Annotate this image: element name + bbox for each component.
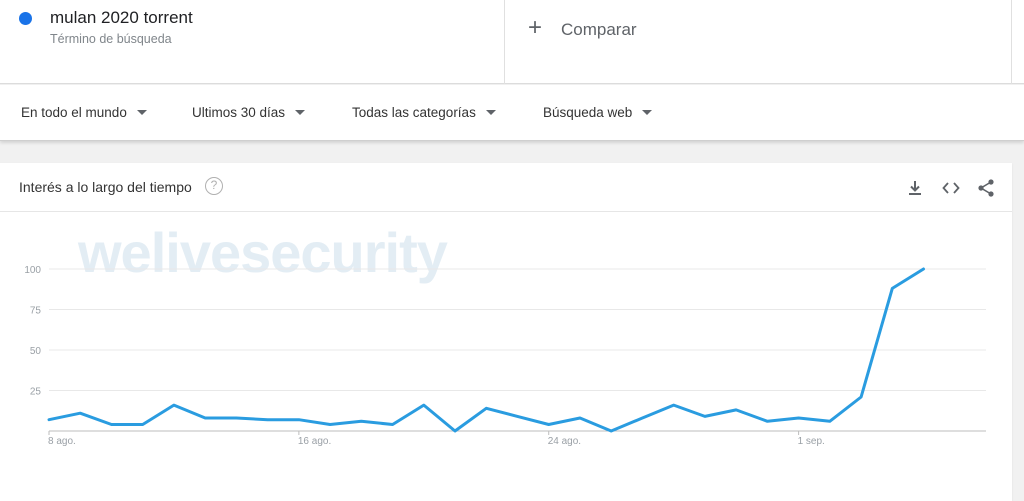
plus-icon: + xyxy=(528,14,543,41)
x-tick-label: 16 ago. xyxy=(298,436,331,447)
x-tick-label: 1 sep. xyxy=(798,436,825,447)
watermark: welivesecurity xyxy=(78,221,448,284)
search-terms-bar: mulan 2020 torrent Término de búsqueda +… xyxy=(0,0,1024,84)
help-circle-icon[interactable]: ? xyxy=(205,177,223,195)
y-tick-label: 75 xyxy=(30,306,42,317)
interest-line-chart: 25 50 75 100 8 ago. 16 ago. 24 ago. 1 sep. xyxy=(24,265,986,447)
x-tick-label: 24 ago. xyxy=(548,436,581,447)
search-term-name: mulan 2020 torrent xyxy=(50,8,193,27)
filters-bar: En todo el mundo Ultimos 30 días Todas l… xyxy=(0,85,1024,141)
term-color-dot xyxy=(19,12,32,25)
region-label: En todo el mundo xyxy=(21,105,127,120)
category-label: Todas las categorías xyxy=(352,105,476,120)
interest-over-time-card: Interés a lo largo del tiempo ? welivese… xyxy=(0,163,1012,501)
chevron-down-icon xyxy=(136,110,147,115)
chevron-down-icon xyxy=(642,110,653,115)
download-icon[interactable] xyxy=(904,177,926,199)
time-range-dropdown[interactable]: Ultimos 30 días xyxy=(192,105,306,120)
x-tick-label: 8 ago. xyxy=(48,436,76,447)
embed-code-icon[interactable] xyxy=(940,177,962,199)
search-type-label: Búsqueda web xyxy=(543,105,633,120)
search-term-card[interactable]: mulan 2020 torrent Término de búsqueda xyxy=(0,0,505,84)
y-tick-label: 100 xyxy=(24,265,41,276)
card-title: Interés a lo largo del tiempo xyxy=(19,179,192,195)
compare-label: Comparar xyxy=(561,20,637,39)
region-dropdown[interactable]: En todo el mundo xyxy=(21,105,147,120)
y-tick-label: 25 xyxy=(30,387,42,398)
y-tick-label: 50 xyxy=(30,346,42,357)
category-dropdown[interactable]: Todas las categorías xyxy=(352,105,496,120)
share-icon[interactable] xyxy=(975,177,997,199)
chevron-down-icon xyxy=(485,110,496,115)
series-line xyxy=(47,267,925,433)
chevron-down-icon xyxy=(295,110,306,115)
search-term-type: Término de búsqueda xyxy=(50,32,172,46)
compare-button[interactable]: + Comparar xyxy=(505,0,1012,84)
time-range-label: Ultimos 30 días xyxy=(192,105,286,120)
card-divider xyxy=(0,211,1012,212)
search-type-dropdown[interactable]: Búsqueda web xyxy=(543,105,653,120)
